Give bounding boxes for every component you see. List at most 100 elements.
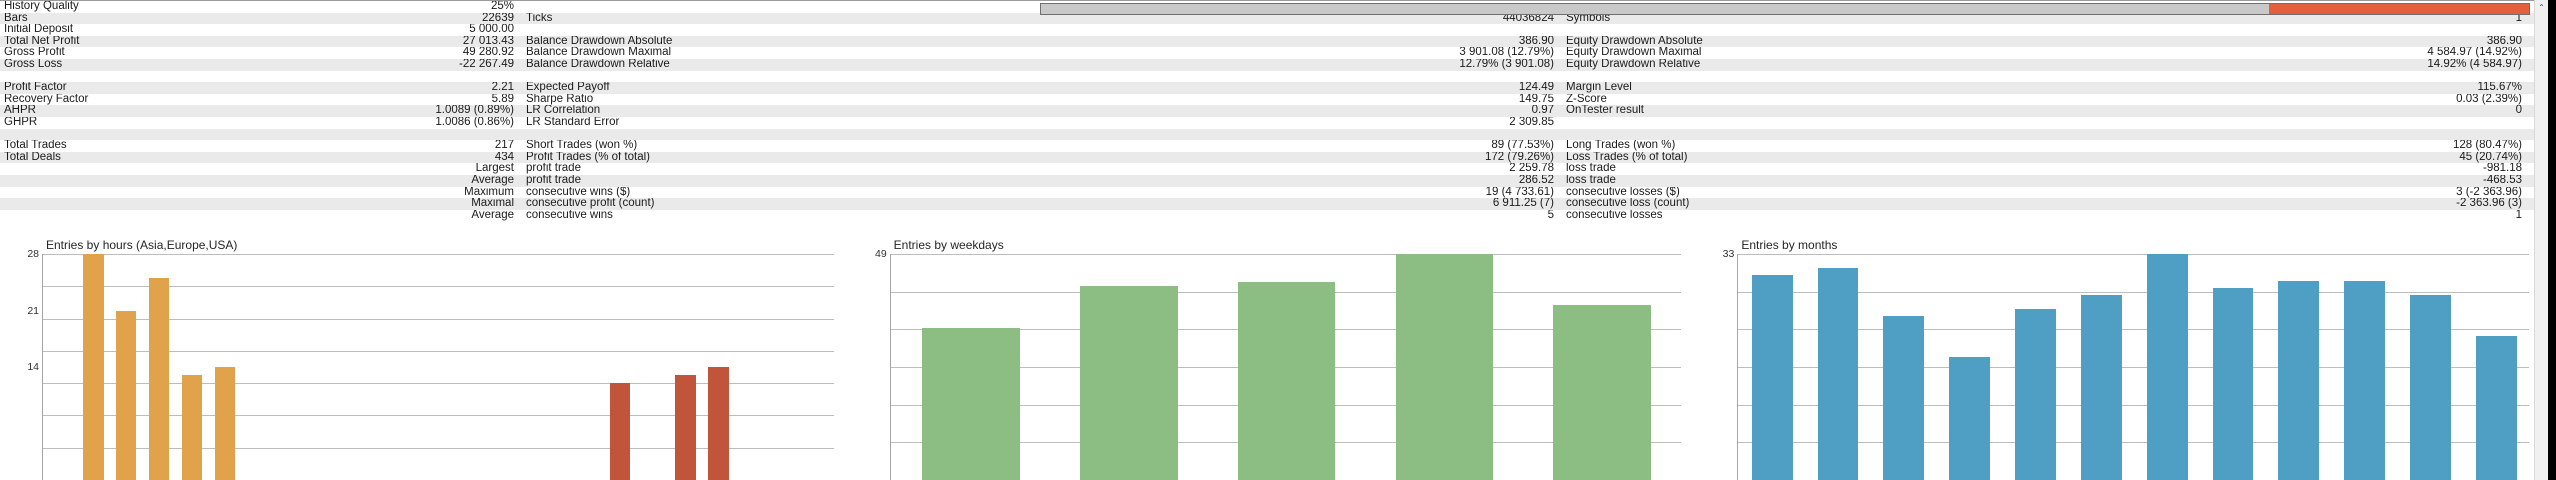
table-row[interactable]: Maximal consecutive profit (count) 6 911.2…: [0, 198, 2543, 210]
chart-bar-slot: [307, 254, 340, 480]
cell-value3: 115.67%: [2477, 82, 2522, 94]
table-row[interactable]: Gross Profit 49 280.92 Balance Drawdown Ma…: [0, 47, 2543, 59]
chart-panel[interactable]: Entries by hours (Asia,Europe,USA) 28 21 14: [0, 232, 848, 480]
chart-gridline: [43, 318, 834, 320]
chart-bar: [1883, 315, 1925, 480]
chart-bar: [1817, 267, 1859, 480]
chart-bar-slot: [571, 254, 604, 480]
chart-bar: [1237, 281, 1336, 480]
table-row[interactable]: Bars 22639 Ticks 44036824 Symbols 1: [0, 12, 2543, 25]
chart-bar: [2212, 288, 2254, 480]
cell-value: 1.0089 (0.89%): [435, 105, 514, 117]
cell-label: Profit Factor: [4, 82, 67, 94]
cell-value2: 6 911.25 (7): [1492, 198, 1554, 210]
cell-label3: Equity Drawdown Relative: [1566, 58, 1701, 70]
chart-bar: [921, 327, 1020, 480]
cell-value3: 0: [2515, 105, 2522, 117]
chart-bar: [675, 375, 696, 480]
table-row[interactable]: Average profit trade 286.52 loss trade -468.…: [0, 174, 2543, 187]
chart-gridline: [43, 350, 834, 352]
table-row[interactable]: Initial Deposit 5 000.00: [0, 24, 2543, 36]
cell-value2: 5: [1547, 209, 1554, 221]
table-row[interactable]: AHPR 1.0089 (0.89%) LR Correlation 0.97 OnTe…: [0, 105, 2543, 117]
chart-bar-slot: [735, 254, 768, 480]
cell-label: Total Trades: [4, 140, 67, 152]
chart-bar-slot: [77, 254, 110, 480]
chart-bar-slot: [1871, 254, 1937, 480]
cell-label3: loss trade: [1566, 174, 1616, 186]
chart-bar-slot: [2332, 254, 2398, 480]
chart-bar: [148, 278, 170, 480]
chart-bar-slot: [209, 254, 242, 480]
chart-bar: [2475, 336, 2517, 480]
cell-label2: LR Standard Error: [526, 116, 620, 128]
window-right-edge: [2548, 0, 2556, 480]
cell-value: Maximum: [464, 186, 514, 198]
scroll-up-arrow-icon[interactable]: ⌃: [2538, 2, 2545, 12]
cell-value: 27 013.43: [462, 35, 514, 47]
chart-bar: [2409, 295, 2451, 480]
cell-label2: Profit Trades (% of total): [526, 151, 650, 163]
chart-panel[interactable]: Entries by weekdays 49: [848, 232, 1696, 480]
chart-bar-slot: [892, 254, 1050, 480]
charts-row: Entries by hours (Asia,Europe,USA) 28 21 14…: [0, 232, 2543, 480]
table-row[interactable]: Total Net Profit 27 013.43 Balance Drawdow…: [0, 35, 2543, 48]
cell-label: AHPR: [4, 105, 36, 117]
cell-value2: 3 901.08 (12.79%): [1459, 47, 1554, 59]
chart-plot-area: 33: [1723, 248, 2530, 480]
chart-bar-slot: [538, 254, 571, 480]
table-row[interactable]: Profit Factor 2.21 Expected Payoff 124.49 Ma…: [0, 82, 2543, 94]
cell-value: Largest: [475, 163, 514, 175]
chart-bar: [181, 375, 203, 480]
cell-label3: consecutive losses: [1566, 209, 1663, 221]
cell-label: Total Net Profit: [4, 35, 80, 47]
cell-value: 5 000.00: [469, 24, 514, 36]
chart-title: Entries by weekdays: [893, 238, 1004, 252]
cell-value: 1.0086 (0.86%): [435, 116, 514, 128]
table-row[interactable]: Gross Loss -22 267.49 Balance Drawdown Rel…: [0, 58, 2543, 71]
cell-value3: 0.03 (2.39%): [2456, 93, 2522, 105]
chart-bar: [2344, 281, 2385, 480]
table-row[interactable]: Total Deals 434 Profit Trades (% of total)…: [0, 151, 2543, 164]
vertical-scrollbar[interactable]: ⌃: [2534, 0, 2548, 480]
cell-label3: Z-Score: [1566, 93, 1607, 105]
table-row[interactable]: [0, 70, 2543, 83]
chart-panel[interactable]: Entries by months 33: [1695, 232, 2543, 480]
table-row[interactable]: Recovery Factor 5.89 Sharpe Ratio 149.75 Z-S…: [0, 93, 2543, 106]
chart-bar-slot: [2397, 254, 2463, 480]
table-row[interactable]: Largest profit trade 2 259.78 loss trade -98…: [0, 163, 2543, 175]
chart-bar-slot: [2134, 254, 2200, 480]
cell-label2: Sharpe Ratio: [526, 93, 594, 105]
table-row[interactable]: Maximum consecutive wins ($) 19 (4 733.61)…: [0, 186, 2543, 199]
history-quality-progress-bar: [1040, 3, 2530, 15]
table-row[interactable]: Average consecutive wins 5 consecutive loss…: [0, 209, 2543, 222]
cell-label2: Expected Payoff: [526, 82, 610, 94]
chart-bar-slot: [2200, 254, 2266, 480]
cell-value3: -2 363.96 (3): [2456, 198, 2522, 210]
cell-value3: 1: [2515, 209, 2522, 221]
table-row[interactable]: [0, 128, 2543, 141]
chart-gridline: [1738, 367, 2530, 368]
history-quality-progress-fill: [2269, 4, 2529, 14]
table-row[interactable]: GHPR 1.0086 (0.86%) LR Standard Error 2 309…: [0, 116, 2543, 129]
cell-value3: 45 (20.74%): [2459, 151, 2522, 163]
cell-value: 2.21: [491, 82, 514, 94]
chart-bar-slot: [505, 254, 538, 480]
chart-bar-slot: [1523, 254, 1681, 480]
cell-value: -22 267.49: [459, 58, 514, 70]
cell-value: 434: [494, 151, 514, 163]
chart-bar-slot: [1805, 254, 1871, 480]
cell-label3: Equity Drawdown Absolute: [1566, 35, 1703, 47]
chart-bar: [83, 254, 104, 480]
chart-bar: [2146, 254, 2188, 480]
chart-bar-slot: [241, 254, 274, 480]
chart-plot-area: 28 21 14: [27, 248, 834, 480]
cell-value2: 19 (4 733.61): [1485, 186, 1554, 198]
chart-bar: [116, 310, 137, 480]
cell-label3: Margin Level: [1566, 82, 1632, 94]
cell-value3: 128 (80.47%): [2452, 140, 2522, 152]
chart-gridline: [43, 383, 834, 385]
chart-gridline: [1738, 254, 2530, 255]
table-row[interactable]: Total Trades 217 Short Trades (won %) 89 (7…: [0, 140, 2543, 152]
cell-value3: 3 (-2 363.96): [2456, 186, 2522, 198]
